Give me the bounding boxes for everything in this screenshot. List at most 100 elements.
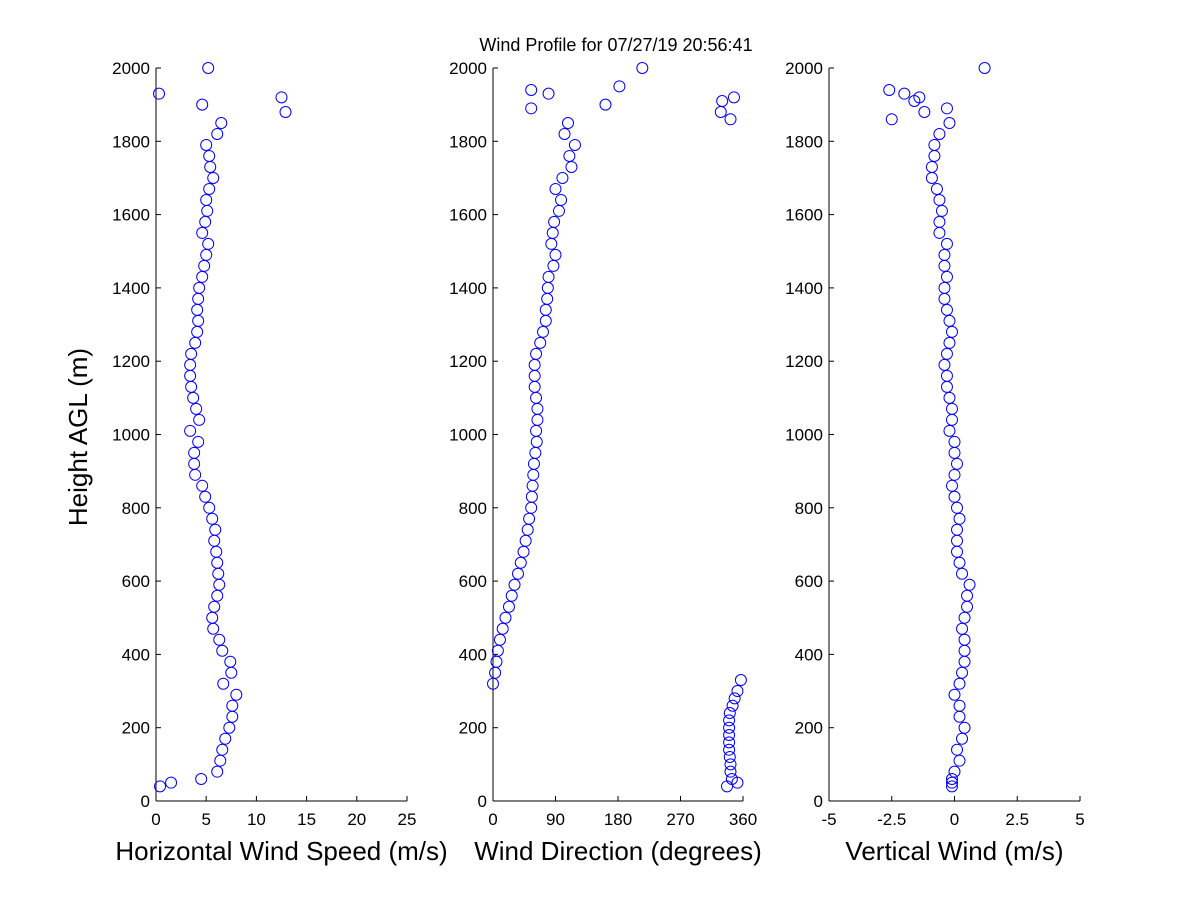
horizontal-wind-speed-data-point [188, 457, 201, 470]
horizontal-wind-speed-data-point [214, 754, 227, 767]
wind-direction-data-point [724, 765, 737, 778]
vertical-wind-data-point [943, 424, 956, 437]
wind-direction-data-point [723, 707, 736, 720]
horizontal-wind-speed-data-point [196, 270, 209, 283]
wind-direction-y-tick-label: 0 [478, 792, 487, 811]
horizontal-wind-speed-y-tick-label: 800 [122, 499, 150, 518]
wind-direction-data-point [530, 435, 543, 448]
vertical-wind-data-point [953, 699, 966, 712]
horizontal-wind-speed-data-point [189, 468, 202, 481]
wind-direction-data-point [558, 127, 571, 140]
vertical-wind-data-point [978, 62, 991, 74]
wind-direction-data-point [545, 237, 558, 250]
vertical-wind-data-point [925, 160, 938, 173]
wind-direction-data-point [534, 336, 547, 349]
wind-direction-data-point [525, 501, 538, 514]
horizontal-wind-speed-panel: 0 200 400 600 800 1000 1200 1400 1600 1800 2000 0 5 1… [112, 59, 448, 866]
wind-direction-data-point [519, 534, 532, 547]
vertical-wind-data-point [928, 138, 941, 151]
vertical-wind-data-point [953, 754, 966, 767]
wind-direction-data-point [523, 512, 536, 525]
vertical-wind-y-tick-label: 0 [814, 792, 823, 811]
horizontal-wind-speed-data-point [211, 765, 224, 778]
vertical-wind-data-point [948, 435, 961, 448]
horizontal-wind-speed-data-point [208, 600, 221, 613]
vertical-wind-data-point [958, 721, 971, 734]
wind-direction-data-point [531, 402, 544, 415]
vertical-wind-x-tick-label: 5 [1075, 810, 1084, 829]
horizontal-wind-speed-y-tick-label: 200 [122, 719, 150, 738]
vertical-wind-data-point [961, 589, 974, 602]
wind-direction-data-point [493, 633, 506, 646]
vertical-wind-data-point [930, 182, 943, 195]
horizontal-wind-speed-data-point [185, 380, 198, 393]
horizontal-wind-speed-data-point [225, 666, 238, 679]
vertical-wind-data-point [938, 292, 951, 305]
wind-direction-data-point [527, 457, 540, 470]
wind-direction-y-tick-label: 1000 [449, 426, 487, 445]
wind-direction-data-point [562, 116, 574, 129]
vertical-wind-data-point [956, 732, 969, 745]
horizontal-wind-speed-y-tick-label: 400 [122, 645, 150, 664]
wind-direction-data-point [723, 721, 736, 734]
wind-direction-data-point [636, 62, 649, 74]
vertical-wind-y-tick-label: 1200 [785, 352, 823, 371]
vertical-wind-y-tick-label: 600 [795, 572, 823, 591]
horizontal-wind-speed-data-point [184, 358, 197, 371]
wind-direction-data-point [539, 314, 552, 327]
vertical-wind-data-point [956, 666, 969, 679]
horizontal-wind-speed-data-point [212, 567, 225, 580]
horizontal-wind-speed-data-point [154, 780, 167, 793]
horizontal-wind-speed-data-point [230, 688, 243, 701]
vertical-wind-data-point [956, 567, 969, 580]
vertical-wind-data-point [953, 512, 966, 525]
wind-direction-data-point [517, 545, 530, 558]
vertical-wind-data-point [963, 578, 976, 591]
horizontal-wind-speed-data-point [210, 545, 223, 558]
horizontal-wind-speed-data-point [199, 215, 212, 228]
wind-direction-data-point [530, 347, 543, 360]
horizontal-wind-speed-data-point [193, 413, 206, 426]
wind-direction-data-point [549, 182, 562, 195]
horizontal-wind-speed-x-tick-label: 15 [297, 810, 316, 829]
wind-direction-data-point [716, 94, 729, 107]
wind-direction-data-point [528, 358, 541, 371]
vertical-wind-y-tick-label: 2000 [785, 59, 823, 78]
vertical-wind-data-point [958, 611, 971, 624]
vertical-wind-data-point [953, 710, 966, 723]
vertical-wind-data-point [958, 633, 971, 646]
vertical-wind-x-tick-label: -5 [821, 810, 836, 829]
wind-direction-data-point [512, 567, 524, 580]
horizontal-wind-speed-y-tick-label: 1600 [112, 206, 150, 225]
horizontal-wind-speed-data-point [203, 182, 216, 195]
horizontal-wind-speed-data-point [191, 303, 204, 316]
horizontal-wind-speed-data-point [200, 138, 213, 151]
wind-direction-data-point [552, 204, 565, 217]
wind-direction-y-tick-label: 600 [459, 572, 487, 591]
horizontal-wind-speed-data-point [184, 369, 197, 382]
vertical-wind-x-tick-label: 0 [950, 810, 959, 829]
wind-direction-data-point [731, 776, 744, 789]
vertical-wind-data-point [943, 336, 956, 349]
wind-direction-data-point [728, 692, 741, 705]
vertical-wind-y-tick-label: 400 [795, 645, 823, 664]
wind-direction-y-tick-label: 1400 [449, 279, 487, 298]
vertical-wind-data-point [943, 314, 956, 327]
wind-direction-data-point [527, 468, 540, 481]
vertical-wind-data-point [958, 655, 971, 668]
wind-direction-data-point [541, 281, 554, 294]
vertical-wind-data-point [945, 773, 958, 786]
vertical-wind-data-point [943, 116, 956, 129]
horizontal-wind-speed-y-tick-label: 0 [141, 792, 150, 811]
vertical-wind-x-tick-label: 2.5 [1005, 810, 1029, 829]
wind-direction-data-point [555, 193, 568, 206]
horizontal-wind-speed-data-point [204, 160, 217, 173]
vertical-wind-data-point [898, 87, 911, 100]
wind-direction-y-tick-label: 400 [459, 645, 487, 664]
horizontal-wind-speed-data-point [203, 501, 216, 514]
horizontal-wind-speed-data-point [216, 644, 229, 657]
horizontal-wind-speed-data-point [196, 98, 209, 111]
horizontal-wind-speed-data-point [211, 127, 224, 140]
vertical-wind-y-tick-label: 1000 [785, 426, 823, 445]
